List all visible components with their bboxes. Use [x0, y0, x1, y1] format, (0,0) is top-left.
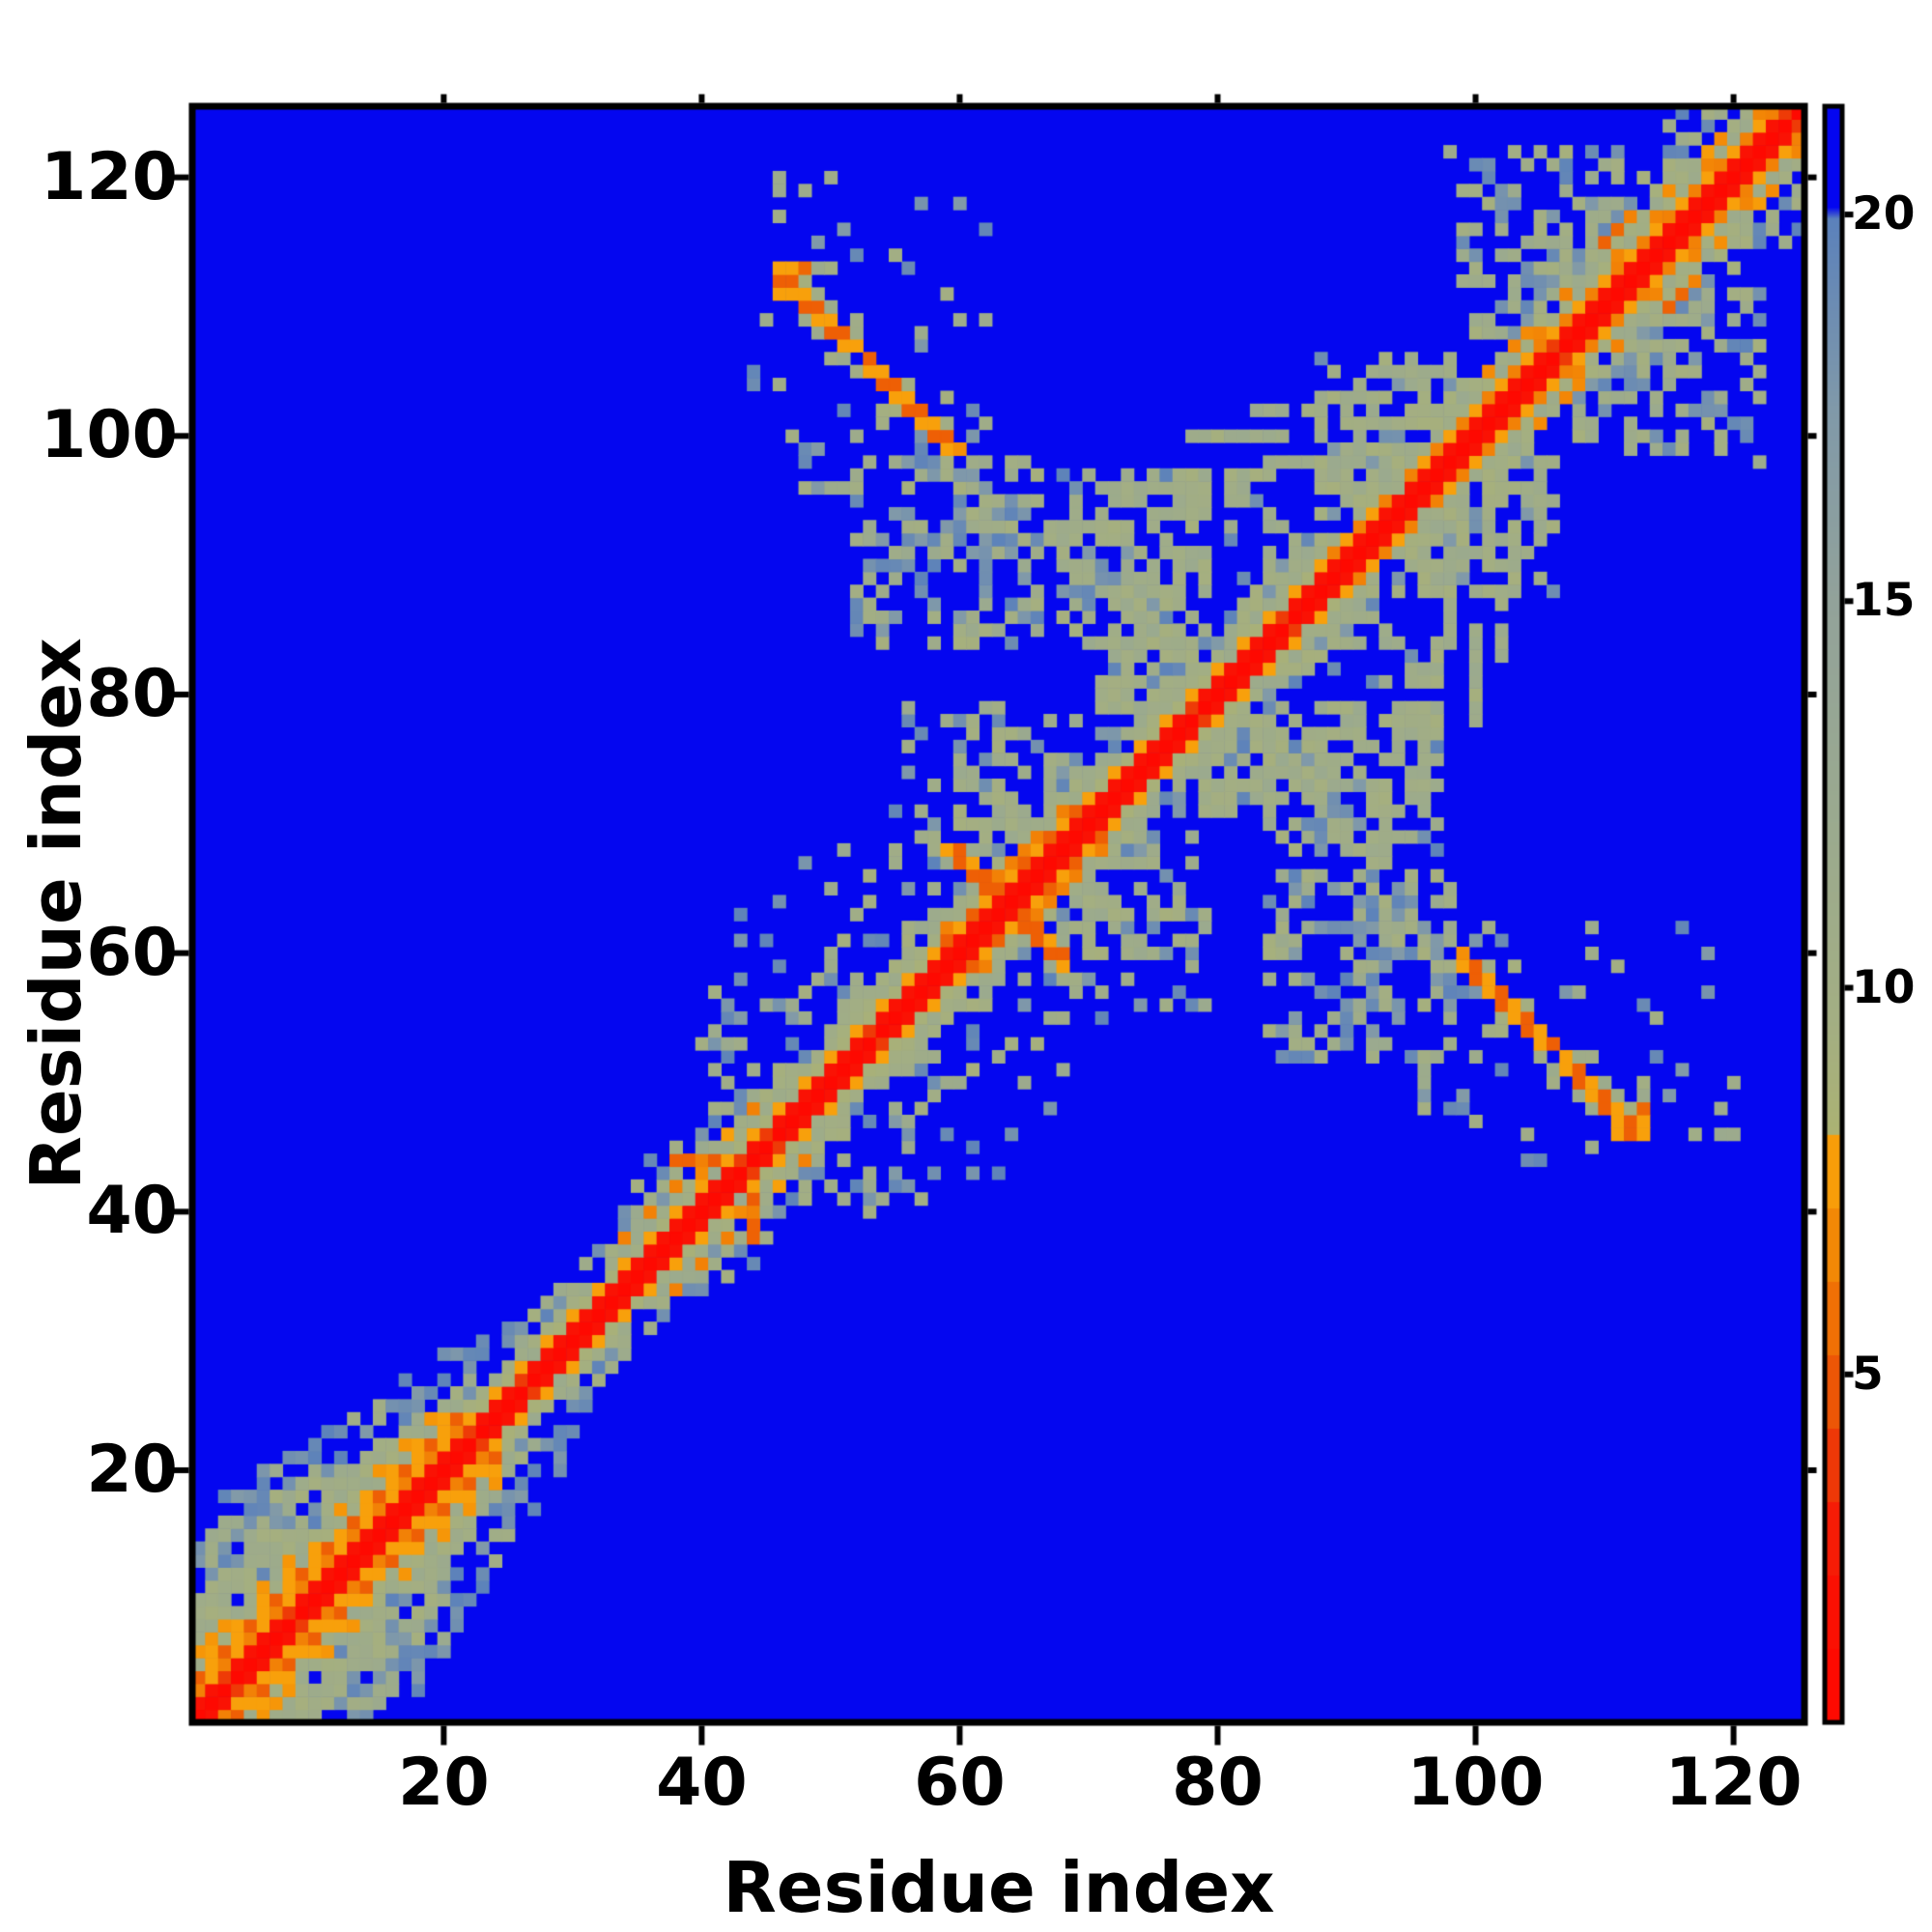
x-tick-label: 40 [656, 1745, 748, 1821]
y-tick-label: 60 [86, 914, 178, 991]
y-tick-label: 80 [86, 655, 178, 732]
x-tick-label: 20 [398, 1745, 490, 1821]
y-tick-label: 20 [86, 1432, 178, 1508]
colorbar-tick-label: 5 [1852, 1347, 1884, 1401]
colorbar-tick-label: 10 [1852, 960, 1916, 1014]
y-tick-label: 40 [86, 1173, 178, 1250]
colorbar-tick-label: 15 [1852, 574, 1916, 628]
x-tick-label: 60 [914, 1745, 1006, 1821]
y-tick-label: 120 [41, 138, 178, 215]
y-tick-label: 100 [41, 397, 178, 474]
x-tick-label: 100 [1406, 1745, 1545, 1821]
x-axis-title: Residue index [723, 1847, 1275, 1928]
x-tick-label: 80 [1172, 1745, 1264, 1821]
x-tick-label: 120 [1664, 1745, 1803, 1821]
colorbar-tick-label: 20 [1852, 187, 1916, 242]
